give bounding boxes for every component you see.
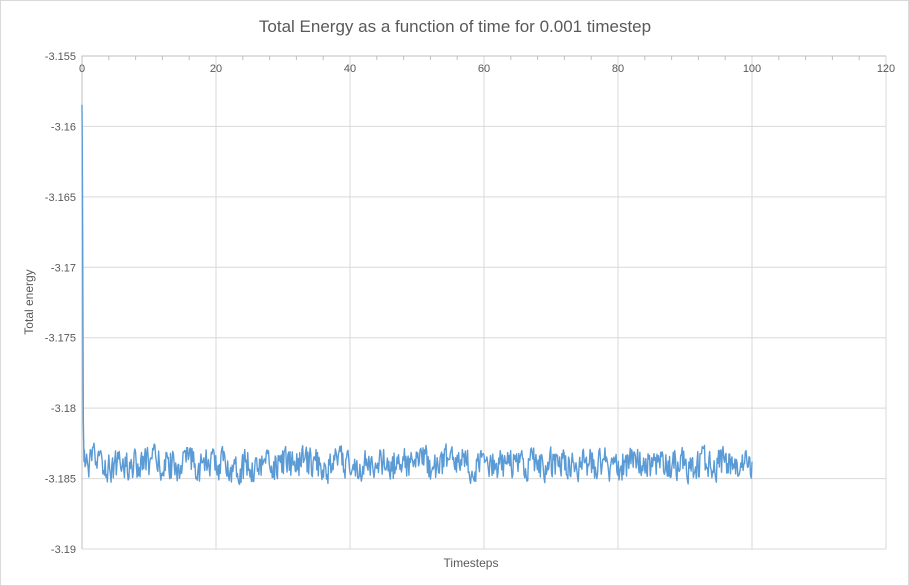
x-axis-title: Timesteps (443, 556, 499, 570)
series-line (81, 104, 753, 486)
y-tick-label: -3.175 (45, 333, 76, 345)
y-tick-label: -3.19 (51, 544, 76, 556)
x-tick-label: 100 (743, 63, 761, 75)
y-tick-label: -3.16 (51, 121, 76, 133)
y-tick-label: -3.165 (45, 192, 76, 204)
y-tick-label: -3.155 (45, 51, 76, 63)
y-tick-label: -3.17 (51, 262, 76, 274)
x-tick-label: 80 (612, 63, 624, 75)
x-tick-label: 40 (344, 63, 356, 75)
y-axis-title: Total energy (22, 269, 36, 335)
chart-title: Total Energy as a function of time for 0… (258, 17, 652, 36)
x-tick-label: 0 (79, 63, 85, 75)
y-tick-label: -3.18 (51, 403, 76, 415)
x-tick-label: 20 (210, 63, 222, 75)
x-tick-label: 60 (478, 63, 490, 75)
y-tick-label: -3.185 (45, 474, 76, 486)
x-tick-label: 120 (877, 63, 895, 75)
